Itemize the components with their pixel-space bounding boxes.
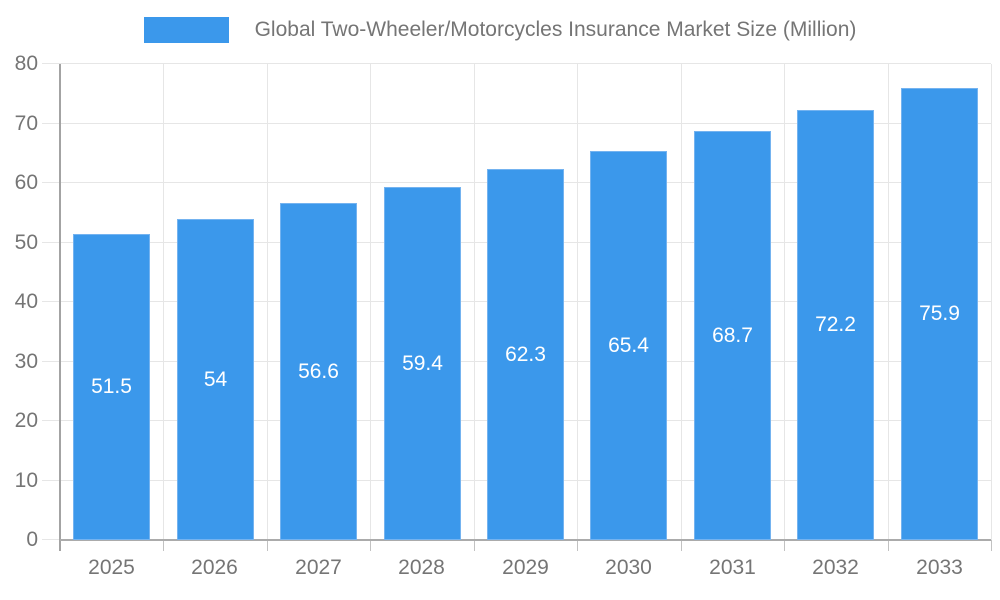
y-axis-tick-label: 0 bbox=[26, 528, 38, 551]
x-axis-category-label: 2027 bbox=[295, 556, 342, 579]
y-gridline bbox=[42, 123, 991, 124]
x-axis-category-label: 2033 bbox=[916, 556, 963, 579]
y-axis-tick-label: 30 bbox=[14, 350, 38, 373]
bar-2033[interactable] bbox=[901, 88, 978, 540]
bar-2032[interactable] bbox=[797, 110, 874, 540]
y-axis-tick-label: 10 bbox=[14, 469, 38, 492]
x-gridline bbox=[888, 64, 889, 540]
x-gridline bbox=[681, 64, 682, 540]
x-axis-tick bbox=[267, 540, 268, 551]
x-gridline bbox=[577, 64, 578, 540]
x-axis-category-label: 2031 bbox=[709, 556, 756, 579]
y-axis-tick-label: 40 bbox=[14, 290, 38, 313]
bar-2031[interactable] bbox=[694, 131, 771, 540]
x-axis-tick bbox=[577, 540, 578, 551]
y-axis-tick-label: 20 bbox=[14, 409, 38, 432]
x-axis-tick bbox=[474, 540, 475, 551]
y-axis-tick-label: 80 bbox=[14, 52, 38, 75]
x-gridline bbox=[163, 64, 164, 540]
x-axis-line bbox=[60, 539, 991, 541]
bar-2029[interactable] bbox=[487, 169, 564, 540]
x-gridline bbox=[267, 64, 268, 540]
x-gridline bbox=[474, 64, 475, 540]
x-axis-tick bbox=[163, 540, 164, 551]
x-axis-category-label: 2029 bbox=[502, 556, 549, 579]
x-axis-category-label: 2028 bbox=[398, 556, 445, 579]
x-axis-category-label: 2025 bbox=[88, 556, 135, 579]
y-axis-tick-label: 50 bbox=[14, 231, 38, 254]
chart-legend[interactable]: Global Two-Wheeler/Motorcycles Insurance… bbox=[0, 14, 1000, 46]
x-axis-tick bbox=[888, 540, 889, 551]
x-axis-tick bbox=[991, 540, 992, 551]
x-axis-category-label: 2030 bbox=[605, 556, 652, 579]
legend-swatch bbox=[143, 17, 229, 43]
x-axis-category-label: 2026 bbox=[191, 556, 238, 579]
y-gridline bbox=[42, 63, 991, 64]
x-axis-tick bbox=[784, 540, 785, 551]
y-axis-line bbox=[59, 64, 61, 551]
x-gridline bbox=[370, 64, 371, 540]
x-gridline bbox=[784, 64, 785, 540]
y-axis-tick-label: 60 bbox=[14, 171, 38, 194]
y-axis-tick-label: 70 bbox=[14, 112, 38, 135]
bar-2025[interactable] bbox=[73, 234, 150, 540]
x-axis-tick bbox=[681, 540, 682, 551]
bar-2027[interactable] bbox=[280, 203, 357, 540]
x-axis-category-label: 2032 bbox=[812, 556, 859, 579]
legend-label: Global Two-Wheeler/Motorcycles Insurance… bbox=[254, 18, 857, 41]
bar-2028[interactable] bbox=[384, 187, 461, 540]
x-axis-tick bbox=[370, 540, 371, 551]
bar-2030[interactable] bbox=[590, 151, 667, 540]
x-gridline bbox=[991, 64, 992, 540]
bar-2026[interactable] bbox=[177, 219, 254, 540]
